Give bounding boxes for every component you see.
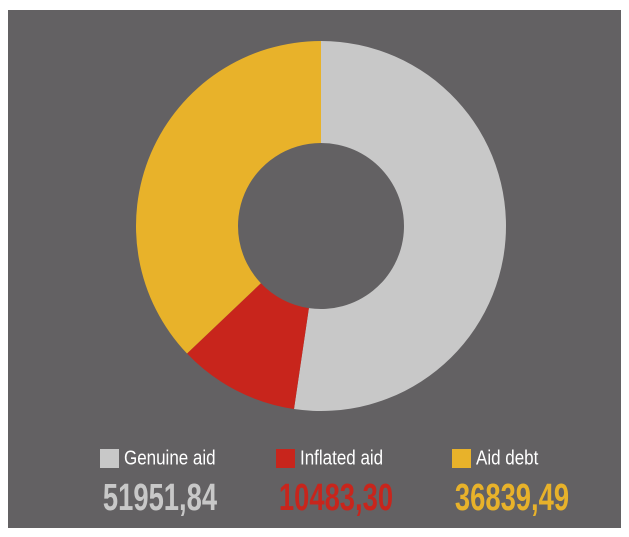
donut-slice (136, 41, 321, 354)
value-label: 51951,84 (103, 477, 218, 519)
donut-slice (293, 41, 506, 411)
value-label: 36839,49 (455, 477, 569, 519)
legend-label: Inflated aid (300, 446, 383, 469)
legend-swatch (100, 449, 119, 468)
legend-label: Aid debt (476, 446, 539, 469)
value-label: 10483,30 (279, 477, 393, 519)
legend-label: Genuine aid (124, 446, 216, 469)
legend-swatch (276, 449, 295, 468)
legend-swatch (452, 449, 471, 468)
donut-slice (187, 283, 309, 410)
